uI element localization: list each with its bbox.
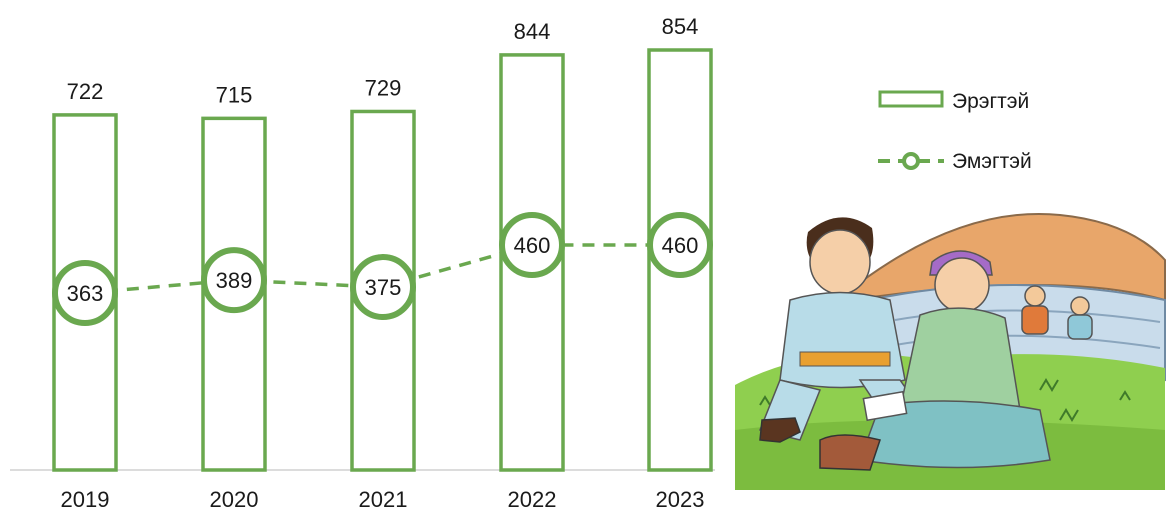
man-boot <box>759 417 801 443</box>
bar-label-male-2020: 715 <box>216 82 253 107</box>
grass-tufts <box>759 378 1131 422</box>
child-1-head <box>1024 285 1046 307</box>
book <box>862 390 908 422</box>
legend-label-female: Эмэгтэй <box>952 150 1032 173</box>
legend-swatch-male <box>878 90 944 108</box>
family-ger-illustration-icon <box>735 212 1166 490</box>
point-female-2020 <box>201 247 267 314</box>
legend-label-male: Эрэгтэй <box>952 90 1029 113</box>
man-body <box>779 291 906 389</box>
child-1-body <box>1021 305 1049 335</box>
x-tick-2020: 2020 <box>210 487 259 511</box>
point-label-female-2023: 460 <box>662 233 699 258</box>
point-label-female-2022: 460 <box>514 233 551 258</box>
bar-label-male-2022: 844 <box>514 19 551 44</box>
x-tick-2021: 2021 <box>359 487 408 511</box>
point-female-2019 <box>52 260 118 326</box>
point-label-female-2021: 375 <box>365 275 402 300</box>
legend: Эрэгтэй Эмэгтэй <box>878 90 1032 173</box>
woman-head <box>934 257 990 313</box>
man-head <box>809 229 871 295</box>
x-tick-2023: 2023 <box>656 487 705 511</box>
man-sash <box>799 351 891 367</box>
point-female-2021 <box>350 254 416 321</box>
child-2-body <box>1067 314 1093 340</box>
bar-label-male-2021: 729 <box>365 75 402 100</box>
bar-label-male-2023: 854 <box>662 14 699 39</box>
point-label-female-2020: 389 <box>216 268 253 293</box>
point-female-2022 <box>499 212 565 278</box>
woman-boots <box>819 434 881 471</box>
x-tick-2019: 2019 <box>61 487 110 511</box>
x-tick-2022: 2022 <box>508 487 557 511</box>
plot-area: 722 715 729 844 854 363 389 375 460 460 2019 2020 20… <box>10 14 715 511</box>
legend-swatch-female-marker <box>902 152 920 170</box>
bar-label-male-2019: 722 <box>67 79 104 104</box>
point-label-female-2019: 363 <box>67 281 104 306</box>
child-2-head <box>1070 296 1090 316</box>
point-female-2023 <box>647 212 713 278</box>
woman-skirt <box>858 400 1051 469</box>
